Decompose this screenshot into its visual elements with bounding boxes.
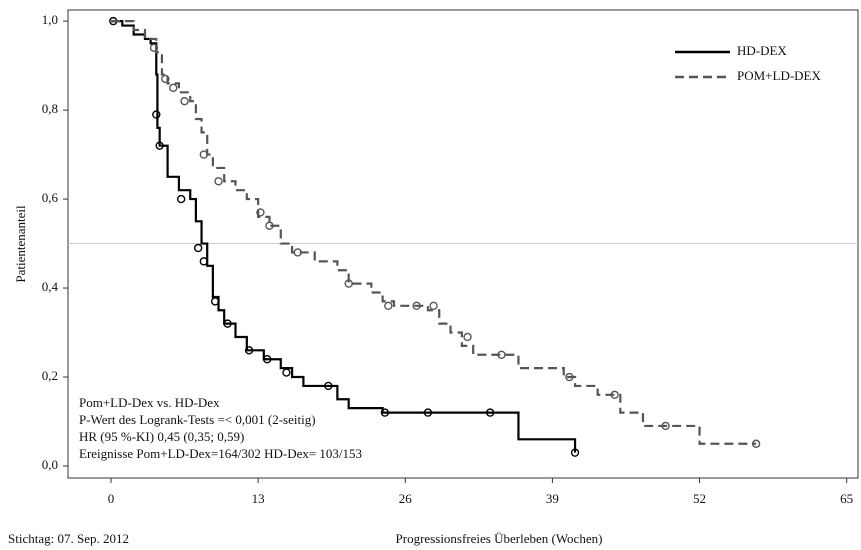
censor-mark xyxy=(384,301,393,311)
censor-mark xyxy=(199,150,209,159)
censor-mark xyxy=(497,350,506,359)
censor-mark xyxy=(161,74,170,84)
censor-mark xyxy=(223,319,232,328)
y-tick-label: 0,4 xyxy=(42,279,59,294)
legend-label: HD-DEX xyxy=(737,43,787,58)
censor-mark xyxy=(210,297,220,306)
annotation: P-Wert des Logrank-Tests =< 0,001 (2-sei… xyxy=(79,412,316,427)
censor-mark xyxy=(293,248,302,257)
x-tick-label: 0 xyxy=(108,491,115,506)
censor-mark xyxy=(610,390,619,400)
y-tick-label: 0,8 xyxy=(42,101,58,116)
censor-mark xyxy=(324,381,333,391)
y-tick-label: 0,0 xyxy=(42,457,58,472)
censor-mark xyxy=(412,301,421,311)
censor-mark xyxy=(193,243,203,253)
censor-mark xyxy=(565,372,574,382)
y-tick-label: 0,2 xyxy=(42,368,58,383)
censor-mark xyxy=(265,221,274,230)
censor-mark xyxy=(244,346,254,355)
x-tick-label: 52 xyxy=(693,491,706,506)
annotation: Ereignisse Pom+LD-Dex=164/302 HD-Dex= 10… xyxy=(79,446,362,461)
x-tick-label: 26 xyxy=(399,491,413,506)
y-tick-label: 1,0 xyxy=(42,12,58,27)
censor-mark xyxy=(199,257,209,266)
censor-mark xyxy=(423,408,433,417)
censor-mark xyxy=(661,421,670,431)
censor-mark xyxy=(429,301,438,311)
censor-mark xyxy=(463,332,472,342)
x-tick-label: 13 xyxy=(252,491,265,506)
censor-mark xyxy=(214,177,223,186)
censor-mark xyxy=(149,43,159,53)
y-tick-label: 0,6 xyxy=(42,190,59,205)
censor-mark xyxy=(485,408,495,417)
censor-mark xyxy=(180,96,189,106)
censor-mark xyxy=(344,279,353,288)
x-tick-label: 65 xyxy=(840,491,853,506)
censor-mark xyxy=(169,83,178,93)
censor-mark xyxy=(152,110,161,119)
censor-mark xyxy=(262,355,272,364)
censor-mark xyxy=(155,141,164,150)
annotation: HR (95 %-KI) 0,45 (0,35; 0,59) xyxy=(79,429,244,444)
censor-mark xyxy=(380,408,390,417)
legend-label: POM+LD-DEX xyxy=(737,68,821,83)
footnote: Stichtag: 07. Sep. 2012 xyxy=(8,531,129,546)
censor-mark xyxy=(256,208,265,217)
x-axis-label: Progressionsfreies Überleben (Wochen) xyxy=(396,531,603,546)
censor-mark xyxy=(751,439,761,448)
survival-curve xyxy=(111,20,757,445)
survival-curve xyxy=(111,20,577,453)
annotation: Pom+LD-Dex vs. HD-Dex xyxy=(79,395,220,410)
censor-mark xyxy=(282,368,291,377)
censor-mark xyxy=(176,194,186,204)
y-axis-label: Patientenanteil xyxy=(13,205,28,283)
censor-mark xyxy=(570,448,580,457)
x-tick-label: 39 xyxy=(546,491,559,506)
